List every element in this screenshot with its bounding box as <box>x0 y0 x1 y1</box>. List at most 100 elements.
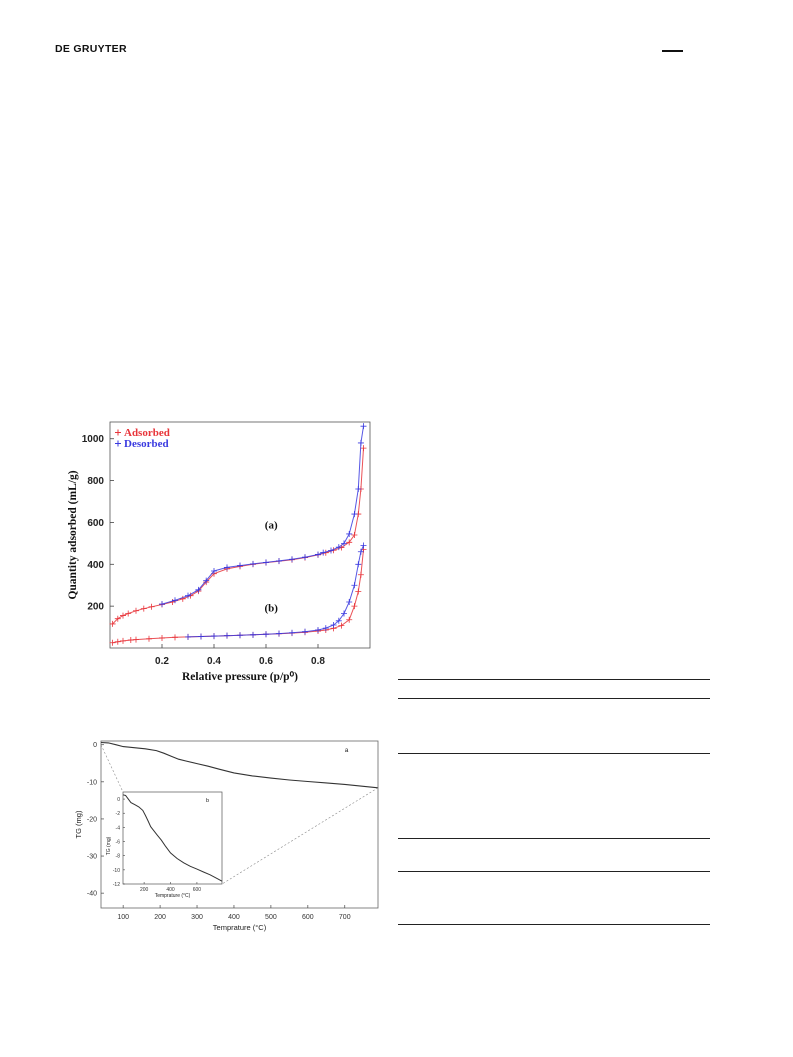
data-point <box>302 554 308 561</box>
data-point <box>360 445 367 452</box>
data-point <box>355 561 362 568</box>
x-tick-label: 500 <box>265 914 277 921</box>
data-point <box>355 588 362 595</box>
x-tick-label: 200 <box>154 914 166 921</box>
data-point <box>159 601 165 608</box>
y-tick-label: -20 <box>87 816 97 823</box>
data-point <box>346 530 353 537</box>
data-point <box>109 639 116 646</box>
data-point <box>140 605 147 612</box>
data-point <box>351 532 358 538</box>
data-point <box>315 627 321 634</box>
data-point <box>322 625 329 632</box>
data-point <box>330 621 337 628</box>
data-point <box>146 635 152 642</box>
data-point <box>211 570 217 577</box>
data-point <box>185 633 191 640</box>
table-rule <box>398 698 710 699</box>
inset-x-tick-label: 600 <box>193 887 202 893</box>
inset-panel-label: b <box>206 798 209 804</box>
inset-y-axis-label: TG (mg) <box>106 836 112 855</box>
data-point <box>346 616 353 623</box>
data-point <box>338 544 345 551</box>
data-point <box>211 633 217 640</box>
inset-y-tick-label: -12 <box>113 882 120 888</box>
zoom-connector <box>221 787 379 885</box>
data-point <box>346 539 353 546</box>
table-rule <box>398 679 710 680</box>
data-point <box>276 557 282 564</box>
data-point <box>322 549 329 556</box>
data-point <box>355 485 362 492</box>
data-point <box>211 633 217 640</box>
data-point <box>263 631 269 638</box>
series-line <box>161 426 364 605</box>
data-point <box>360 423 367 430</box>
data-point <box>357 439 364 446</box>
data-point <box>346 598 353 605</box>
x-tick-label: 0.2 <box>155 656 169 667</box>
y-tick-label: 1000 <box>82 434 105 445</box>
data-point <box>203 579 210 586</box>
data-point <box>302 628 308 635</box>
data-point <box>276 630 282 637</box>
data-point <box>315 551 321 558</box>
data-point <box>224 564 230 571</box>
series-line <box>112 448 364 625</box>
data-point <box>315 628 321 635</box>
data-point <box>237 563 243 570</box>
data-point <box>250 560 256 567</box>
legend-label: Desorbed <box>124 438 169 450</box>
data-point <box>159 634 165 641</box>
inset-tg-curve <box>122 794 223 882</box>
data-point <box>224 632 230 639</box>
inset-frame <box>122 791 223 885</box>
table-rule <box>398 753 710 754</box>
data-point <box>335 617 342 624</box>
series-line <box>187 545 364 638</box>
data-point <box>187 592 194 599</box>
data-point <box>322 627 329 634</box>
x-axis-label: Relative pressure (p/p⁰) <box>182 670 298 683</box>
inset-y-tick-label: -6 <box>116 840 121 846</box>
data-point <box>114 615 121 622</box>
data-point <box>172 597 178 604</box>
data-point <box>351 582 358 589</box>
data-point <box>357 548 364 555</box>
data-point <box>224 632 230 639</box>
data-point <box>302 629 308 636</box>
data-point <box>351 603 358 610</box>
y-tick-label: 0 <box>93 742 97 749</box>
data-point <box>289 556 295 563</box>
inset-y-tick-label: 0 <box>117 797 120 803</box>
x-tick-label: 100 <box>117 914 129 921</box>
zoom-connector <box>100 744 124 793</box>
data-point <box>125 610 132 617</box>
data-point <box>185 592 191 599</box>
curve-label: (a) <box>265 520 278 532</box>
data-point <box>302 554 308 561</box>
plot-frame <box>100 740 379 909</box>
y-tick-label: -10 <box>87 779 97 786</box>
data-point <box>315 551 321 558</box>
header-dash <box>662 50 683 52</box>
data-point <box>355 511 362 518</box>
data-point <box>237 632 243 639</box>
data-point <box>224 565 230 572</box>
data-point <box>276 630 282 637</box>
data-point <box>263 559 269 566</box>
y-tick-label: -30 <box>87 854 97 861</box>
series-line <box>112 549 364 644</box>
inset-y-tick-label: -2 <box>116 811 121 817</box>
legend-marker <box>115 440 121 447</box>
y-axis-label: TG (mg) <box>74 810 83 838</box>
data-point <box>133 636 139 643</box>
y-axis-label: Quantity adsorbed (mL/g) <box>67 470 79 599</box>
inset-y-tick-label: -10 <box>113 868 120 874</box>
x-tick-label: 400 <box>228 914 240 921</box>
x-tick-label: 0.4 <box>207 656 221 667</box>
inset-y-tick-label: -4 <box>116 825 121 831</box>
data-point <box>148 603 155 610</box>
inset-x-tick-label: 400 <box>166 887 175 893</box>
